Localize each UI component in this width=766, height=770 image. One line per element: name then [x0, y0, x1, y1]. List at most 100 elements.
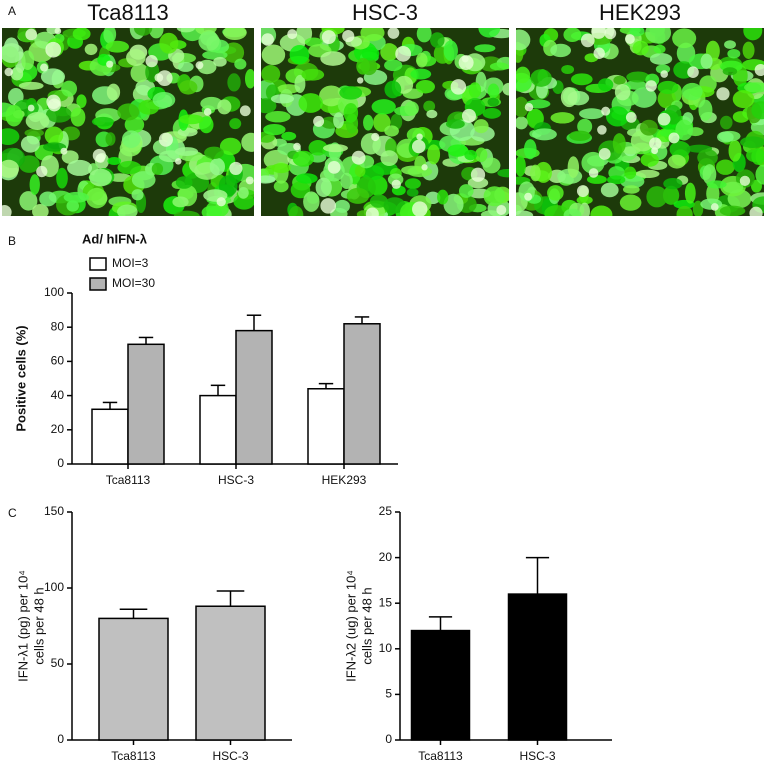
bright-cell	[588, 168, 599, 178]
x-tick-label: Tca8113	[418, 749, 463, 763]
cell	[288, 205, 304, 216]
cell	[117, 103, 140, 121]
cell	[152, 91, 176, 108]
bright-cell	[624, 34, 635, 44]
cell	[631, 87, 657, 108]
cell	[175, 176, 193, 189]
cell	[569, 130, 591, 141]
bright-cell	[365, 207, 379, 216]
y-tick-label: 0	[57, 456, 64, 470]
cell	[443, 193, 464, 216]
cell	[21, 50, 35, 71]
y-tick-label: 60	[51, 354, 65, 368]
cell	[698, 99, 713, 121]
cell	[42, 142, 67, 152]
cell	[200, 96, 223, 110]
cell	[744, 82, 764, 93]
cell	[227, 73, 241, 92]
cell	[159, 32, 179, 54]
bright-cell	[351, 150, 366, 165]
x-tick-label: HSC-3	[519, 749, 555, 763]
cell	[497, 168, 509, 178]
cell	[474, 147, 488, 163]
cell	[561, 64, 575, 75]
cell	[105, 132, 116, 146]
bright-cell	[597, 125, 607, 135]
micrograph	[516, 28, 764, 216]
cell	[383, 197, 406, 214]
cell	[40, 68, 66, 86]
cell	[222, 28, 247, 41]
cell	[86, 187, 108, 209]
bright-cell	[239, 105, 251, 117]
cell	[667, 154, 686, 169]
cell	[105, 40, 130, 53]
bright-cell	[313, 115, 325, 127]
bright-cell	[216, 197, 226, 207]
panel-label: B	[8, 234, 16, 248]
x-tick-label: HSC-3	[218, 473, 254, 487]
cell	[516, 96, 529, 118]
x-tick-label: HSC-3	[212, 749, 248, 763]
bright-cell	[716, 87, 730, 101]
cell	[716, 159, 735, 175]
y-tick-label: 80	[51, 319, 65, 333]
x-tick-label: Tca8113	[106, 473, 151, 487]
cell	[295, 173, 318, 184]
cell	[261, 65, 281, 83]
cell	[645, 28, 672, 44]
bright-cell	[576, 185, 589, 198]
cell	[303, 191, 320, 212]
cell	[263, 123, 286, 136]
cell	[563, 28, 582, 43]
cell	[755, 164, 764, 185]
cell	[743, 28, 763, 41]
cell	[18, 81, 44, 90]
bar	[127, 343, 165, 465]
cell	[384, 125, 399, 137]
bright-cell	[106, 60, 114, 68]
cell	[369, 194, 388, 208]
cell	[315, 177, 332, 198]
bar	[98, 617, 169, 741]
cell	[29, 174, 40, 195]
bright-cell	[421, 164, 428, 171]
cell	[63, 191, 89, 203]
cell	[550, 112, 575, 124]
cell	[44, 126, 64, 145]
y-tick-label: 40	[51, 388, 65, 402]
cell	[209, 157, 226, 176]
cell	[131, 171, 156, 189]
cell	[178, 114, 204, 125]
cell	[76, 94, 87, 108]
cell	[614, 83, 631, 101]
cell	[404, 178, 421, 190]
bright-cell	[47, 98, 61, 112]
cell	[567, 156, 580, 178]
bright-cell	[158, 132, 173, 147]
bright-cell	[496, 205, 507, 215]
bright-cell	[668, 132, 680, 144]
cell	[204, 146, 224, 160]
cell	[265, 110, 291, 123]
bright-cell	[687, 66, 699, 78]
cell	[198, 31, 220, 52]
legend-title: Ad/ hIFN-λ	[82, 231, 148, 246]
cell	[117, 204, 138, 216]
cell	[632, 40, 649, 56]
cell	[384, 59, 403, 72]
bright-cell	[54, 28, 62, 35]
cell	[334, 199, 350, 213]
cell	[724, 40, 736, 49]
cell	[356, 57, 370, 75]
cell	[360, 28, 385, 42]
bright-cell	[593, 47, 605, 59]
bright-cell	[229, 161, 243, 176]
cell	[323, 144, 348, 153]
cell	[624, 166, 637, 180]
cell	[640, 153, 659, 167]
cell	[720, 115, 733, 130]
bar	[195, 605, 266, 741]
cell	[130, 63, 150, 83]
cell	[133, 28, 153, 36]
